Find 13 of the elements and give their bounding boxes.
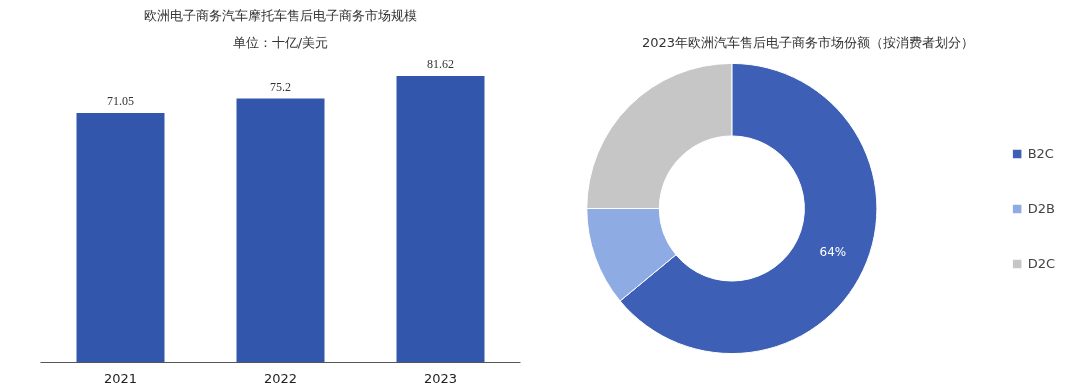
x-tick-label: 2023 [423, 370, 458, 386]
data-label: 71.05 [107, 94, 134, 109]
x-tick-label: 2022 [263, 370, 298, 386]
chart-subtitle: 单位：十亿/美元 [232, 34, 329, 50]
data-label: 81.62 [427, 56, 454, 71]
x-tick-label: 2021 [103, 370, 138, 386]
chart-title: 欧洲电子商务汽车摩托车售后电子商务市场规模 [144, 7, 417, 23]
legend-label: D2C [1027, 255, 1055, 271]
data-label: 64% [819, 245, 847, 260]
legend-label: D2B [1027, 200, 1055, 216]
legend-label: B2C [1027, 145, 1054, 161]
chart-title: 2023年欧洲汽车售后电子商务市场份额（按消费者划分） [641, 34, 975, 50]
data-label: 75.2 [270, 79, 291, 94]
